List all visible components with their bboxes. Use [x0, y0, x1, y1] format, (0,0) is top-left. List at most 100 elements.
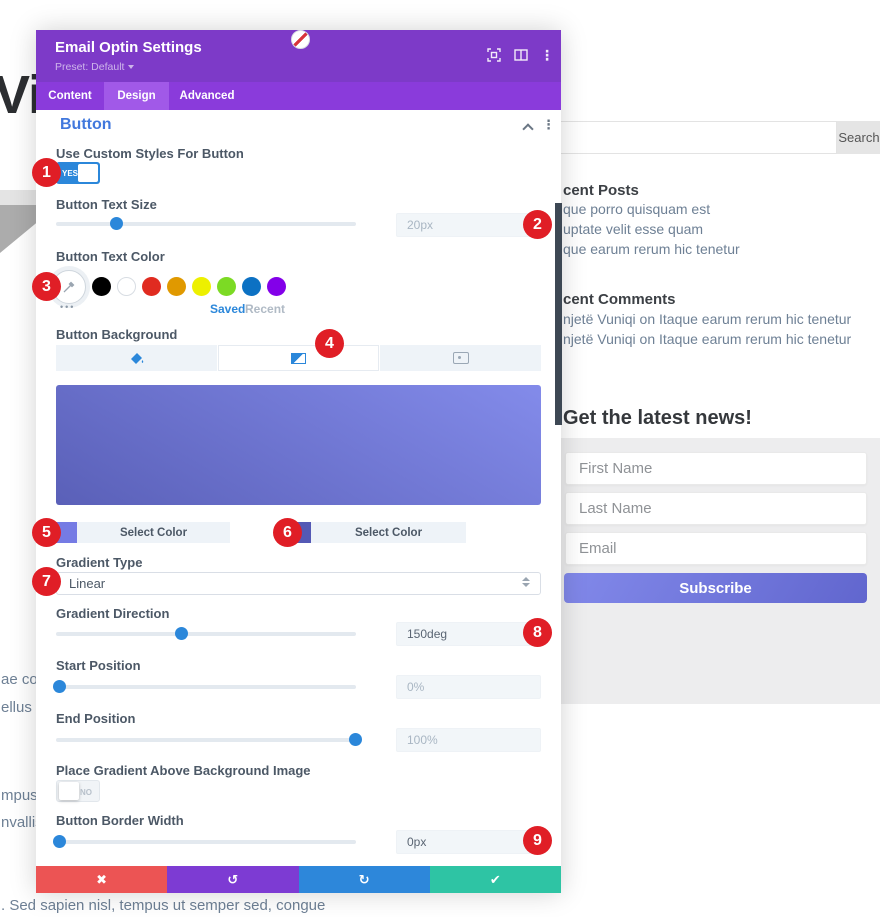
gradient-direction-slider-handle[interactable] — [175, 627, 188, 640]
button-border-width-label: Button Border Width — [56, 813, 184, 828]
end-position-value[interactable]: 100% — [396, 728, 541, 752]
gradient-type-label: Gradient Type — [56, 555, 143, 570]
select-arrows-icon — [522, 577, 530, 587]
modal-title: Email Optin Settings — [55, 39, 202, 56]
layout-columns-icon[interactable] — [510, 44, 532, 66]
chevron-up-icon[interactable] — [522, 123, 534, 135]
color-swatch-orange[interactable] — [167, 277, 186, 296]
optin-heading: Get the latest news! — [563, 407, 752, 429]
email-optin-settings-modal: Email Optin Settings Preset: Default ⋮ C… — [36, 30, 561, 893]
background-color-tab[interactable] — [56, 345, 217, 371]
button-text-size-value[interactable]: 20px — [396, 213, 541, 237]
kebab-menu-icon[interactable]: ⋮ — [540, 46, 554, 63]
page-text-fragment: . Sed sapien nisl, tempus ut semper sed,… — [1, 897, 326, 914]
modal-scrollbar[interactable] — [555, 203, 562, 425]
page-heading-fragment: Vi — [0, 65, 43, 125]
background-gradient-tab[interactable] — [218, 345, 379, 371]
recent-colors-tab[interactable]: Recent — [245, 302, 286, 316]
gradient-preview[interactable] — [56, 385, 541, 505]
button-text-size-label: Button Text Size — [56, 197, 157, 212]
saved-colors-tab[interactable]: Saved — [210, 302, 246, 316]
modal-footer: ✖ ↺ ↻ ✔ — [36, 866, 561, 893]
color-swatch-blue[interactable] — [242, 277, 261, 296]
button-text-color-label: Button Text Color — [56, 249, 165, 264]
annotation-badge-4: 4 — [315, 329, 344, 358]
tab-content[interactable]: Content — [48, 90, 92, 102]
last-name-field[interactable] — [565, 492, 867, 525]
toggle-knob[interactable] — [59, 782, 79, 800]
page-graphic-fragment — [0, 190, 36, 205]
use-custom-styles-toggle[interactable]: YES — [56, 162, 100, 184]
more-options-icon[interactable]: ••• — [60, 302, 76, 312]
redo-button[interactable]: ↻ — [298, 866, 430, 893]
button-text-size-slider-handle[interactable] — [110, 217, 123, 230]
start-position-slider-track[interactable] — [56, 685, 356, 689]
preset-label: Preset: Default — [55, 61, 125, 73]
section-title-button[interactable]: Button — [60, 116, 112, 133]
recent-comments-heading: cent Comments — [563, 291, 676, 308]
color-swatch-white[interactable] — [117, 277, 136, 296]
button-border-width-value[interactable]: 0px — [396, 830, 541, 854]
use-custom-styles-label: Use Custom Styles For Button — [56, 146, 244, 161]
gradient-direction-slider-track[interactable] — [56, 632, 356, 636]
recent-post-link[interactable]: que porro quisquam est — [563, 201, 711, 217]
preset-selector[interactable]: Preset: Default — [55, 61, 135, 73]
page-graphic-fragment-diagonal — [0, 205, 36, 253]
undo-button[interactable]: ↺ — [167, 866, 299, 893]
color-swatch-red[interactable] — [142, 277, 161, 296]
first-name-field[interactable] — [565, 452, 867, 485]
button-text-size-slider-track[interactable] — [56, 222, 356, 226]
color-swatch-purple[interactable] — [267, 277, 286, 296]
gradient-direction-value[interactable]: 150deg — [396, 622, 541, 646]
save-button[interactable]: ✔ — [429, 866, 561, 893]
discard-button[interactable]: ✖ — [36, 866, 168, 893]
annotation-badge-3: 3 — [32, 272, 61, 301]
background-image-tab[interactable] — [380, 345, 541, 371]
gradient-type-value: Linear — [69, 576, 106, 591]
gradient-direction-label: Gradient Direction — [56, 606, 170, 621]
toggle-state-label: YES — [62, 169, 79, 178]
gradient-stop-1-select-color-button[interactable]: Select Color — [77, 522, 230, 543]
gradient-stop-1-swatch[interactable] — [56, 522, 77, 543]
annotation-badge-6: 6 — [273, 518, 302, 547]
gradient-icon — [291, 352, 306, 364]
tab-design[interactable]: Design — [104, 82, 169, 110]
gradient-type-select[interactable]: Linear — [56, 572, 541, 595]
subscribe-button[interactable]: Subscribe — [564, 573, 867, 603]
annotation-badge-7: 7 — [32, 567, 61, 596]
toggle-knob[interactable] — [78, 164, 98, 182]
place-gradient-toggle[interactable]: NO — [56, 780, 100, 802]
start-position-label: Start Position — [56, 658, 141, 673]
recent-comment-link[interactable]: njetë Vuniqi on Itaque earum rerum hic t… — [563, 331, 852, 347]
recent-post-link[interactable]: uptate velit esse quam — [563, 221, 704, 237]
start-position-slider-handle[interactable] — [53, 680, 66, 693]
toggle-state-label: NO — [80, 788, 92, 797]
button-border-width-slider-handle[interactable] — [53, 835, 66, 848]
button-background-label: Button Background — [56, 327, 178, 342]
email-field[interactable] — [565, 532, 867, 565]
annotation-badge-5: 5 — [32, 518, 61, 547]
image-icon — [452, 352, 469, 364]
recent-comment-link[interactable]: njetë Vuniqi on Itaque earum rerum hic t… — [563, 311, 852, 327]
search-button[interactable]: Search — [837, 121, 880, 154]
zoom-focus-icon[interactable] — [483, 44, 505, 66]
annotation-badge-9: 9 — [523, 826, 552, 855]
color-swatch-green[interactable] — [217, 277, 236, 296]
place-gradient-label: Place Gradient Above Background Image — [56, 763, 311, 778]
color-swatch-yellow[interactable] — [192, 277, 211, 296]
annotation-badge-2: 2 — [523, 210, 552, 239]
start-position-value[interactable]: 0% — [396, 675, 541, 699]
end-position-slider-handle[interactable] — [349, 733, 362, 746]
end-position-slider-track[interactable] — [56, 738, 356, 742]
gradient-stop-2-select-color-button[interactable]: Select Color — [311, 522, 466, 543]
section-kebab-icon[interactable]: ⋮ — [542, 117, 555, 132]
tab-advanced[interactable]: Advanced — [179, 90, 235, 102]
color-swatch-none[interactable] — [291, 30, 310, 49]
modal-tab-bar: Content Design Advanced — [36, 82, 561, 110]
end-position-label: End Position — [56, 711, 136, 726]
color-swatch-black[interactable] — [92, 277, 111, 296]
chevron-down-icon — [128, 65, 135, 70]
button-border-width-slider-track[interactable] — [56, 840, 356, 844]
recent-post-link[interactable]: que earum rerum hic tenetur — [563, 241, 740, 257]
